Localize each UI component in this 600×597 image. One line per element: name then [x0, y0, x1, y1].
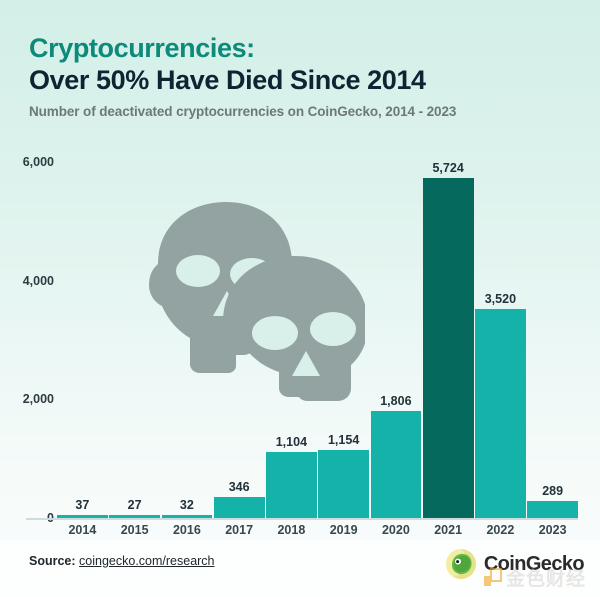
- y-axis-tick-label: 2,000: [22, 392, 54, 407]
- bar[interactable]: [109, 515, 160, 518]
- bar-column-2014[interactable]: 37: [57, 150, 108, 518]
- bar-series: 37 27 32 346 1,104 1,154 1,806 5,724 3,520 289: [57, 150, 578, 518]
- x-axis-tick-label: 2019: [329, 523, 358, 537]
- bar-column-2018[interactable]: 1,104: [266, 150, 317, 518]
- watermark: 金色财经: [483, 564, 586, 591]
- x-axis-tick-label: 2021: [434, 523, 463, 537]
- page-title-primary: Cryptocurrencies:: [29, 33, 255, 63]
- bar[interactable]: [318, 449, 369, 518]
- watermark-logo-icon: [483, 567, 502, 586]
- bar[interactable]: [527, 500, 578, 518]
- source-link[interactable]: coingecko.com/research: [79, 554, 215, 568]
- y-axis-tick-label: 4,000: [22, 273, 54, 288]
- bar-value-label: 37: [75, 498, 90, 512]
- x-axis-labels: 2014 2015 2016 2017 2018 2019 2020 2021 2022 2023: [57, 523, 578, 537]
- bar-value-label: 1,154: [327, 432, 360, 447]
- chart-footer: Source: coingecko.com/research CoinGecko…: [0, 540, 600, 597]
- bar-column-2016[interactable]: 32: [161, 150, 213, 518]
- coingecko-gecko-icon: [445, 549, 476, 579]
- source-label: Source:: [29, 554, 76, 568]
- source-attribution: Source: coingecko.com/research: [29, 554, 215, 568]
- bar-column-2021[interactable]: 5,724: [422, 150, 474, 518]
- bar[interactable]: [475, 309, 526, 518]
- x-axis-tick-label: 2022: [486, 523, 515, 537]
- chart-subtitle: Number of deactivated cryptocurrencies o…: [29, 104, 457, 119]
- bar-value-label: 289: [542, 483, 564, 498]
- watermark-text: 金色财经: [505, 568, 586, 590]
- bar[interactable]: [161, 515, 213, 518]
- brand-logo: CoinGecko: [445, 548, 585, 580]
- bar-value-label: 27: [127, 498, 142, 512]
- bar[interactable]: [213, 497, 265, 518]
- bar-column-2015[interactable]: 27: [109, 150, 160, 518]
- bar[interactable]: [422, 178, 474, 518]
- bar-value-label: 32: [179, 498, 194, 512]
- bar-value-label: 3,520: [484, 292, 517, 307]
- bar-column-2017[interactable]: 346: [213, 150, 265, 518]
- x-axis-tick-label: 2017: [225, 523, 254, 537]
- chart-header: Cryptocurrencies: Over 50% Have Died Sin…: [29, 33, 589, 119]
- x-axis-tick-label: 2020: [381, 523, 410, 537]
- bar-value-label: 346: [228, 480, 250, 495]
- x-axis-line: [26, 518, 578, 520]
- bar[interactable]: [370, 410, 422, 518]
- y-axis-tick-label: 6,000: [22, 154, 54, 169]
- bar-value-label: 1,806: [380, 393, 412, 408]
- bar-column-2020[interactable]: 1,806: [370, 150, 422, 518]
- x-axis-tick-label: 2018: [277, 523, 306, 537]
- bar-column-2022[interactable]: 3,520: [475, 150, 526, 518]
- bar[interactable]: [57, 515, 108, 518]
- bar-column-2019[interactable]: 1,154: [318, 150, 369, 518]
- x-axis-tick-label: 2014: [68, 523, 97, 537]
- page-title-secondary: Over 50% Have Died Since 2014: [29, 65, 426, 95]
- bar-value-label: 1,104: [275, 435, 308, 450]
- bar-column-2023[interactable]: 289: [527, 150, 578, 518]
- x-axis-tick-label: 2016: [172, 523, 201, 537]
- bar-value-label: 5,724: [432, 161, 464, 176]
- x-axis-tick-label: 2015: [120, 523, 149, 537]
- x-axis-tick-label: 2023: [538, 523, 567, 537]
- brand-name: CoinGecko: [483, 552, 585, 575]
- bar[interactable]: [266, 452, 317, 518]
